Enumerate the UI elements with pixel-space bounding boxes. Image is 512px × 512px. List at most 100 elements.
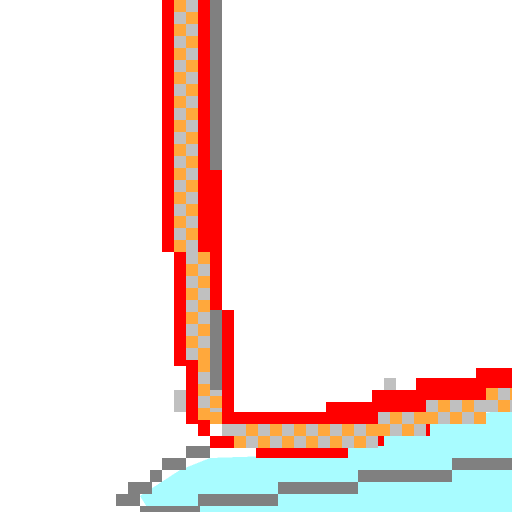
track-pixel	[174, 36, 186, 48]
track-pixel	[438, 412, 450, 424]
track-pixel	[186, 336, 198, 348]
track-pixel	[174, 204, 186, 216]
shore-edge	[116, 494, 140, 506]
track-pixel	[282, 436, 294, 448]
track-pixel	[186, 324, 198, 336]
track-pixel	[414, 412, 426, 424]
track-pixel	[174, 120, 186, 132]
track-pixel	[198, 324, 210, 336]
track-pixel	[342, 436, 354, 448]
shore-edge	[452, 458, 512, 470]
track-pixel	[186, 228, 198, 240]
track-pixel	[498, 400, 510, 412]
track-pixel	[186, 132, 198, 144]
track-pixel	[186, 312, 198, 324]
track-pixel	[258, 424, 270, 436]
track-pixel	[186, 168, 198, 180]
track-pixel	[186, 120, 198, 132]
track-pixel	[198, 288, 210, 300]
track-pattern	[174, 0, 512, 448]
track-pixel	[306, 424, 318, 436]
track-pixel	[186, 288, 198, 300]
track-pixel	[186, 204, 198, 216]
track-pixel	[330, 424, 342, 436]
track-pixel	[198, 276, 210, 288]
track-pixel	[174, 108, 186, 120]
track-pixel	[186, 24, 198, 36]
track-pixel	[186, 276, 198, 288]
track-pixel	[198, 300, 210, 312]
track-pixel	[318, 424, 330, 436]
track-pixel	[186, 264, 198, 276]
track-pixel	[366, 424, 378, 436]
track-pixel	[270, 436, 282, 448]
track-pixel	[186, 84, 198, 96]
track-pixel	[174, 180, 186, 192]
shore-edge	[140, 506, 200, 512]
track-pixel	[462, 400, 474, 412]
shore-edge	[150, 470, 162, 482]
track-pixel	[174, 48, 186, 60]
debris-block	[384, 378, 396, 390]
track-pixel	[174, 192, 186, 204]
track-pixel	[186, 72, 198, 84]
track-pixel	[186, 348, 198, 360]
track-pixel	[174, 216, 186, 228]
track-pixel	[474, 400, 486, 412]
track-pixel	[174, 96, 186, 108]
track-pixel	[402, 412, 414, 424]
track-pixel	[174, 60, 186, 72]
track-pixel	[186, 192, 198, 204]
track-pixel	[198, 252, 210, 264]
shore-edge	[358, 470, 452, 482]
track-pixel	[186, 96, 198, 108]
shore-edge	[162, 458, 186, 470]
track-pixel	[174, 0, 186, 12]
track-pixel	[186, 240, 198, 252]
track-pixel	[174, 84, 186, 96]
track-pixel	[486, 400, 498, 412]
debris-block	[174, 390, 186, 412]
track-pixel	[414, 424, 426, 436]
track-pixel	[318, 436, 330, 448]
track-pixel	[486, 388, 498, 400]
track-pixel	[450, 400, 462, 412]
track-rail-edge	[210, 0, 222, 390]
track-pixel	[174, 228, 186, 240]
track-pixel	[270, 424, 282, 436]
track-pixel	[366, 436, 378, 448]
track-pixel	[510, 388, 512, 400]
track-pixel	[498, 388, 510, 400]
track-pixel	[474, 412, 486, 424]
track-pixel	[234, 436, 246, 448]
track-pixel	[426, 400, 438, 412]
track-pixel	[234, 424, 246, 436]
track-pixel	[330, 436, 342, 448]
track-pixel	[174, 132, 186, 144]
track-pixel	[450, 412, 462, 424]
track-pixel	[198, 360, 210, 372]
track-pixel	[174, 156, 186, 168]
track-pixel	[390, 412, 402, 424]
track-pixel	[198, 348, 210, 360]
track-pixel	[186, 144, 198, 156]
track-pixel	[354, 424, 366, 436]
rail-edge-segment	[210, 0, 222, 170]
track-pixel	[174, 168, 186, 180]
track-pixel	[294, 424, 306, 436]
track-pixel	[198, 408, 210, 420]
track-pixel	[210, 412, 222, 424]
track-pixel	[198, 384, 210, 396]
track-pixel	[198, 396, 210, 408]
track-pixel	[510, 400, 512, 412]
track-pixel	[186, 300, 198, 312]
shore-edge	[128, 482, 152, 494]
track-pixel	[222, 424, 234, 436]
track-pixel	[354, 436, 366, 448]
track-pixel	[186, 180, 198, 192]
track-pixel	[210, 396, 222, 408]
track-pixel	[174, 24, 186, 36]
track-pixel	[246, 424, 258, 436]
